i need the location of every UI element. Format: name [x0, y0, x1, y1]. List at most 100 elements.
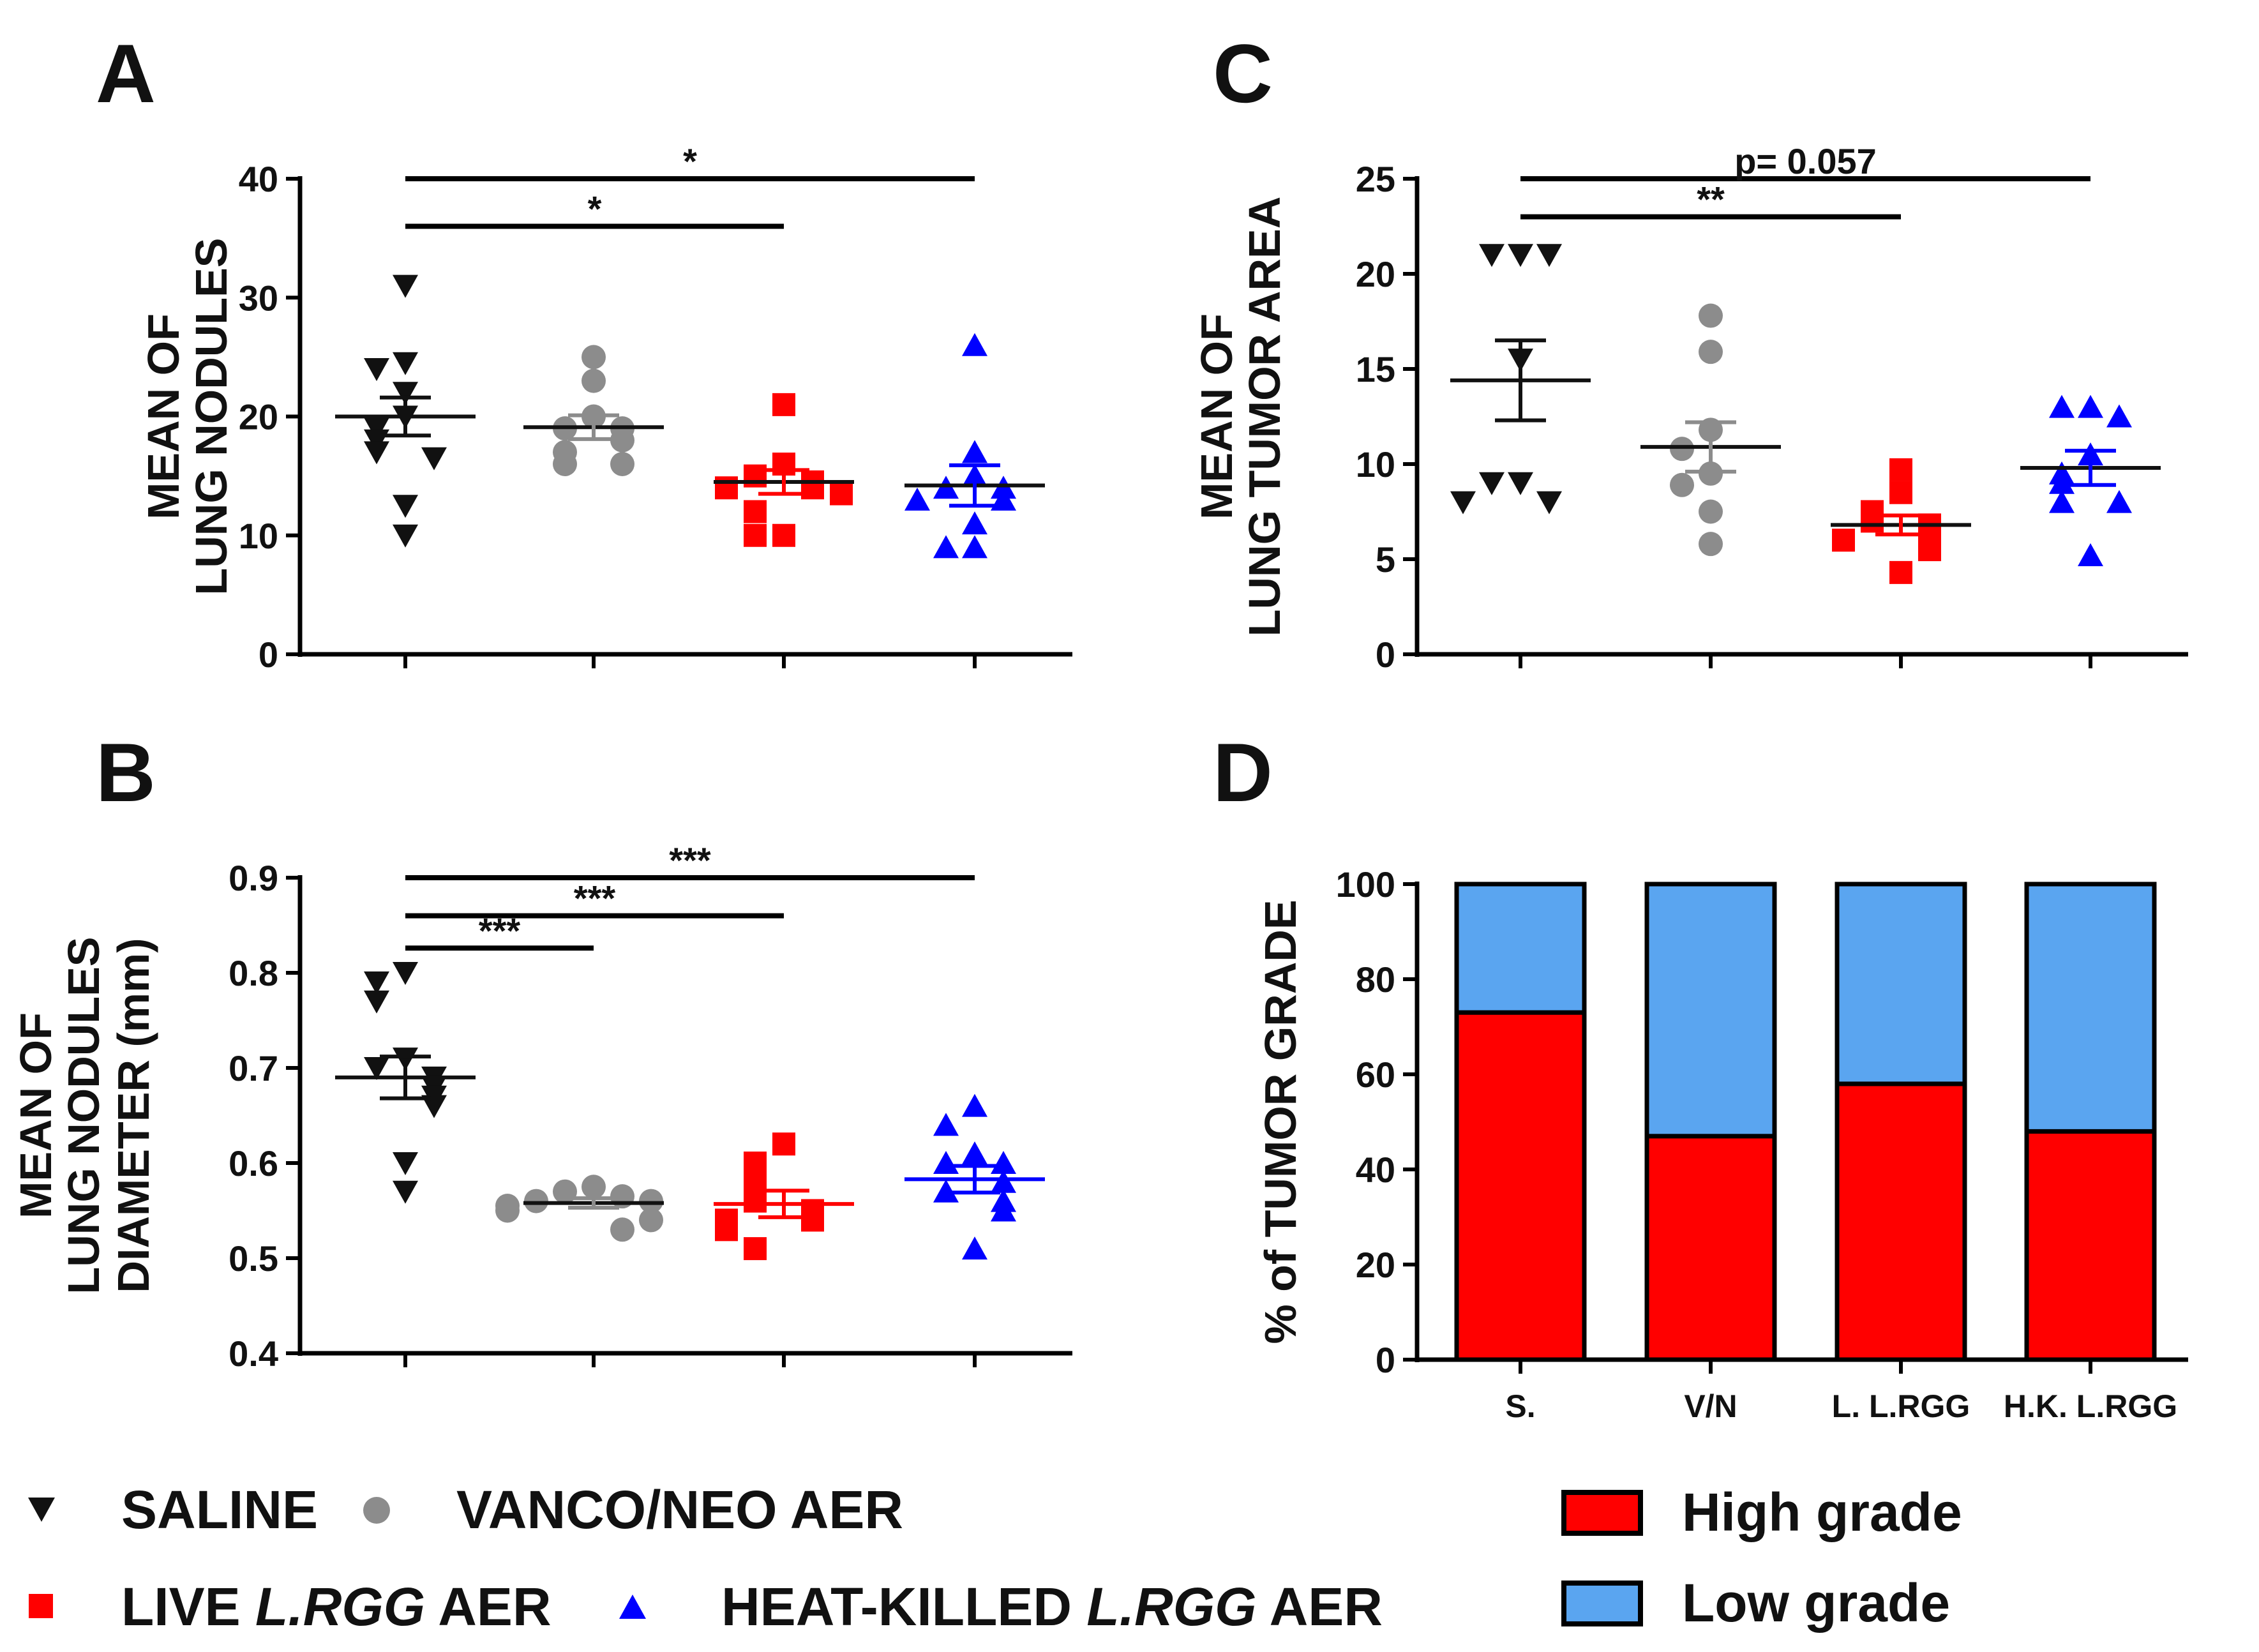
significance-label: ** — [1697, 179, 1725, 220]
bar-segment — [2024, 1129, 2157, 1362]
data-point — [610, 1217, 634, 1242]
data-point — [904, 487, 930, 511]
legend-label-high-grade: High grade — [1682, 1482, 1962, 1542]
data-point — [1479, 472, 1505, 495]
chart-panel-d: S. V/N L. L.RGG H.K. L.RGG 0 20 40 60 80 100 % of … — [1256, 864, 2188, 1424]
data-point — [421, 1095, 447, 1118]
y-tick-label: 100 — [1336, 864, 1395, 905]
y-tick-label: 0.6 — [229, 1143, 278, 1183]
y-axis-label: MEAN OF — [1192, 313, 1242, 520]
y-tick-label: 0 — [259, 635, 278, 675]
data-point — [1699, 303, 1723, 328]
data-point — [1508, 244, 1533, 267]
y-tick-label: 80 — [1356, 959, 1395, 1000]
data-point — [715, 1218, 738, 1242]
y-tick-label: 20 — [1356, 254, 1395, 294]
bar-segment — [1454, 882, 1587, 1015]
data-point — [1699, 340, 1723, 364]
bar-segment — [1835, 1081, 1967, 1362]
data-point — [772, 393, 795, 416]
data-point — [801, 476, 824, 500]
data-point — [1508, 472, 1533, 495]
data-point — [553, 452, 577, 476]
legend-label-heat-killed-lrgg: HEAT-KILLED L.RGG AER — [721, 1577, 1383, 1637]
y-tick-label: 10 — [239, 516, 278, 556]
data-point — [772, 1132, 795, 1156]
data-point — [1450, 491, 1476, 514]
bar-segment — [2024, 882, 2157, 1134]
series-0 — [1450, 244, 1591, 514]
legend-item-heat-killed-lrgg: HEAT-KILLED L.RGG AER — [619, 1577, 1383, 1637]
significance-label: * — [588, 189, 602, 229]
data-point — [495, 1198, 520, 1223]
data-point — [933, 1179, 959, 1203]
data-point — [2049, 470, 2075, 494]
data-point — [962, 440, 987, 463]
data-point — [962, 511, 987, 535]
legend-label-low-grade: Low grade — [1682, 1573, 1950, 1633]
panel-letter-b: B — [96, 726, 156, 819]
data-point — [582, 1175, 606, 1199]
y-axis-label: DIAMETER (mm) — [109, 938, 158, 1293]
y-tick-label: 5 — [1376, 539, 1395, 580]
data-point — [639, 1208, 663, 1233]
x-tick-label: L. L.RGG — [1832, 1388, 1970, 1424]
significance-label: *** — [574, 878, 616, 919]
y-axis-label: LUNG NODULES — [186, 238, 236, 596]
data-point — [962, 535, 987, 559]
data-point — [962, 1236, 987, 1260]
data-point — [393, 274, 418, 298]
series-0 — [335, 962, 476, 1204]
data-point — [2078, 543, 2103, 567]
data-point — [393, 962, 418, 985]
data-point — [1889, 458, 1912, 481]
data-point — [772, 523, 795, 547]
legend-label-saline: SALINE — [121, 1480, 318, 1540]
series-2 — [1831, 458, 1971, 584]
data-point — [2049, 394, 2075, 418]
data-point — [1832, 529, 1855, 552]
data-point — [2049, 490, 2075, 513]
series-0 — [335, 274, 476, 548]
data-point — [744, 500, 767, 523]
y-tick-label: 0.7 — [229, 1048, 278, 1088]
data-point — [991, 1151, 1016, 1174]
series-3 — [904, 1093, 1045, 1260]
data-point — [962, 1093, 987, 1117]
x-tick-label: V/N — [1684, 1388, 1737, 1424]
data-point — [744, 1189, 767, 1213]
bar-segment — [1454, 1010, 1587, 1362]
data-point — [2106, 404, 2132, 428]
y-tick-label: 40 — [239, 159, 278, 199]
data-point — [801, 1208, 824, 1232]
series-2 — [714, 1132, 854, 1261]
data-point — [715, 476, 738, 500]
bar-segment — [1644, 882, 1777, 1139]
significance-label: *** — [669, 840, 711, 880]
significance-label: p= 0.057 — [1734, 141, 1877, 181]
data-point — [744, 523, 767, 547]
y-tick-label: 10 — [1356, 444, 1395, 484]
data-point — [393, 382, 418, 405]
data-point — [830, 482, 853, 506]
data-point — [582, 368, 606, 393]
data-point — [364, 417, 389, 441]
x-tick-label: H.K. L.RGG — [2004, 1388, 2177, 1424]
y-axis-label: LUNG NODULES — [59, 937, 109, 1295]
data-point — [393, 1180, 418, 1204]
data-point — [2106, 490, 2132, 513]
data-point — [421, 447, 447, 470]
series-3 — [2020, 394, 2161, 567]
y-tick-label: 0.5 — [229, 1238, 278, 1279]
data-point — [744, 1237, 767, 1261]
data-point — [610, 452, 634, 476]
data-point — [393, 1152, 418, 1175]
data-point — [1699, 499, 1723, 524]
data-point — [364, 1057, 389, 1080]
data-point — [933, 1113, 959, 1136]
y-axis-label: MEAN OF — [11, 1012, 61, 1219]
data-point — [744, 464, 767, 488]
data-point — [364, 971, 389, 995]
